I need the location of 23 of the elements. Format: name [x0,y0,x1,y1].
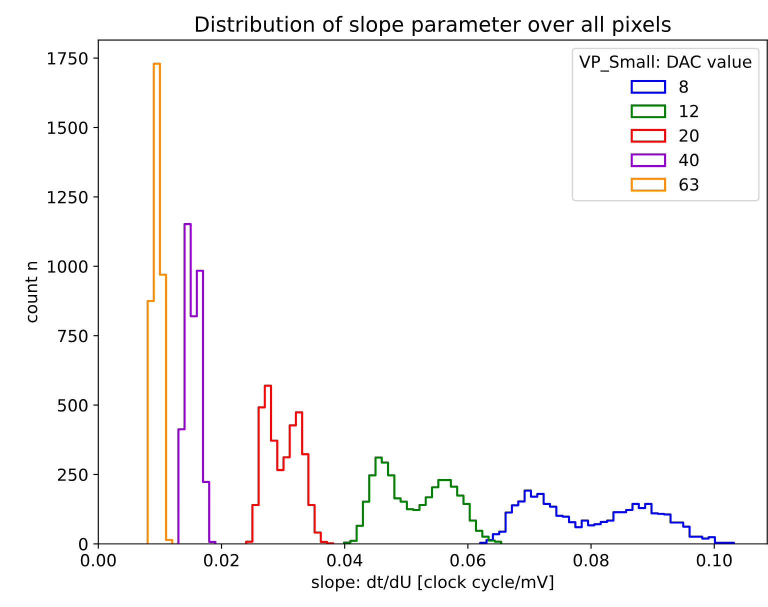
y-tick-label: 1750 [48,52,88,65]
y-tick-label: 0 [79,538,88,550]
y-axis-title: count n [25,262,38,322]
x-tick-label: 0.06 [450,554,486,566]
y-tick-label: 250 [58,468,88,482]
legend-label: 40 [679,154,699,166]
x-tick-label: 0.10 [696,554,732,566]
y-tick-label: 1500 [48,121,88,134]
x-axis-title: slope: dt/dU [clock cycle/mV] [312,575,554,592]
y-tick-label: 750 [58,330,88,342]
legend-label: 12 [680,104,698,118]
x-tick-label: 0.08 [574,554,608,566]
x-tick-label: 0.04 [327,554,362,566]
chart-title: Distribution of slope parameter over all pixels [196,16,671,36]
legend-label: 20 [680,129,699,142]
legend-label: 63 [680,178,698,191]
x-tick-label: 0.00 [80,554,116,566]
legend-title: VP_Small: DAC value [579,55,752,72]
x-tick-label: 0.02 [204,554,238,566]
y-tick-label: 1000 [48,260,88,273]
y-tick-label: 500 [58,399,88,412]
y-tick-label: 1250 [48,190,88,204]
legend-label: 8 [680,80,688,93]
